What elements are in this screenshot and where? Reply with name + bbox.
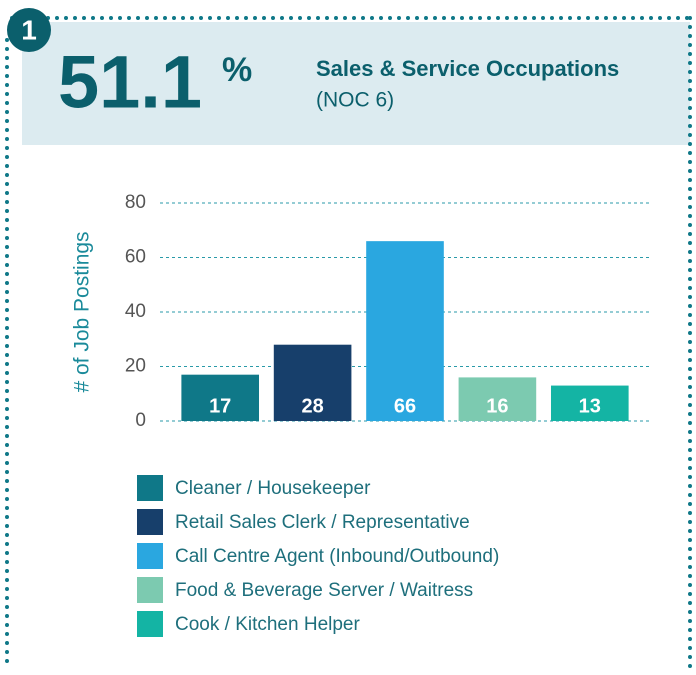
legend-label: Cook / Kitchen Helper <box>175 614 360 635</box>
data-label: 13 <box>579 395 601 417</box>
data-label: 28 <box>301 395 323 417</box>
y-tick-label: 40 <box>125 301 146 322</box>
bar <box>366 241 444 421</box>
legend-label: Cleaner / Housekeeper <box>175 478 371 499</box>
legend-swatch <box>137 509 163 535</box>
y-tick-label: 0 <box>135 410 146 431</box>
header-band <box>22 22 690 145</box>
legend-swatch <box>137 543 163 569</box>
bar <box>181 374 260 421</box>
y-tick-label: 80 <box>125 192 146 213</box>
legend-label: Retail Sales Clerk / Representative <box>175 512 470 533</box>
data-label: 17 <box>209 395 231 417</box>
legend-label: Call Centre Agent (Inbound/Outbound) <box>175 546 499 567</box>
badge-circle <box>7 8 51 52</box>
bar <box>550 385 629 421</box>
y-axis-label: # of Job Postings <box>71 231 94 392</box>
data-label: 16 <box>486 395 508 417</box>
data-label: 66 <box>394 395 416 417</box>
legend-swatch <box>137 611 163 637</box>
title: Sales & Service Occupations <box>316 56 619 81</box>
badge-number: 1 <box>21 14 37 45</box>
bar <box>273 344 352 421</box>
legend-swatch <box>137 577 163 603</box>
subtitle: (NOC 6) <box>316 89 394 112</box>
headline-unit: % <box>222 51 252 89</box>
y-tick-label: 60 <box>125 247 146 268</box>
y-tick-label: 20 <box>125 356 146 377</box>
bar <box>458 377 537 421</box>
legend-swatch <box>137 475 163 501</box>
legend-label: Food & Beverage Server / Waitress <box>175 580 473 601</box>
headline-value: 51.1 <box>58 41 202 124</box>
